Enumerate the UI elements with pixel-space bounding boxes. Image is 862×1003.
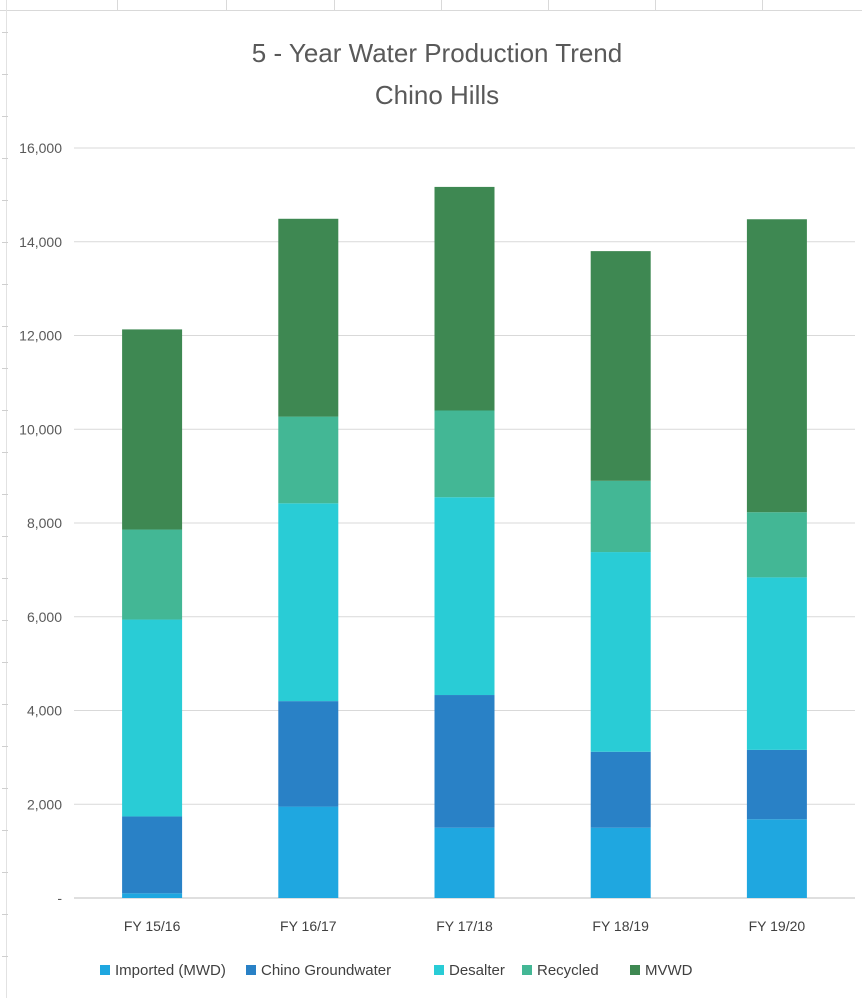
chart-subtitle: Chino Hills xyxy=(375,80,499,110)
spreadsheet-column-divider xyxy=(548,0,549,10)
legend-label: MVWD xyxy=(645,962,693,979)
chart-title: 5 - Year Water Production Trend xyxy=(252,38,622,68)
bar-segment xyxy=(434,827,495,898)
bar-segment xyxy=(434,695,495,828)
legend-swatch xyxy=(630,965,640,975)
bar-segment xyxy=(590,552,651,752)
spreadsheet-row-tick xyxy=(2,326,8,327)
spreadsheet-column-divider xyxy=(441,0,442,10)
spreadsheet-row-tick xyxy=(2,200,8,201)
spreadsheet-row-tick xyxy=(2,788,8,789)
legend-label: Chino Groundwater xyxy=(261,962,391,979)
spreadsheet-row-tick xyxy=(2,368,8,369)
bar-segment xyxy=(746,512,807,578)
spreadsheet-row-tick xyxy=(2,662,8,663)
bar-segment xyxy=(590,251,651,481)
bar-segment xyxy=(278,806,339,898)
spreadsheet-row-tick xyxy=(2,704,8,705)
spreadsheet-left-edge xyxy=(6,0,7,998)
bar-segment xyxy=(746,219,807,513)
spreadsheet-row-tick xyxy=(2,872,8,873)
spreadsheet-row-tick xyxy=(2,746,8,747)
x-tick-label: FY 16/17 xyxy=(280,918,337,934)
bars xyxy=(122,186,807,898)
x-axis-ticks: FY 15/16 FY 16/17 FY 17/18 FY 18/19 FY 19/20 xyxy=(124,918,806,934)
y-tick-label: 4,000 xyxy=(27,703,62,719)
bar-segment xyxy=(122,619,183,817)
x-tick-label: FY 18/19 xyxy=(592,918,649,934)
spreadsheet-row-tick xyxy=(2,578,8,579)
y-tick-label: 10,000 xyxy=(19,421,62,437)
legend-label: Imported (MWD) xyxy=(115,962,226,979)
spreadsheet-column-divider xyxy=(762,0,763,10)
spreadsheet-column-divider xyxy=(655,0,656,10)
legend-swatch xyxy=(522,965,532,975)
bar-segment xyxy=(122,816,183,894)
y-tick-label: - xyxy=(57,890,62,906)
spreadsheet-row-tick xyxy=(2,242,8,243)
legend-label: Recycled xyxy=(537,962,599,979)
legend-label: Desalter xyxy=(449,962,505,979)
spreadsheet-row-tick xyxy=(2,620,8,621)
x-tick-label: FY 19/20 xyxy=(749,918,806,934)
x-tick-label: FY 17/18 xyxy=(436,918,493,934)
bar-segment xyxy=(746,819,807,898)
bar-segment xyxy=(590,751,651,828)
y-axis-ticks: - 2,000 4,000 6,000 8,000 10,000 12,000 14,000 1… xyxy=(19,140,62,906)
x-tick-label: FY 15/16 xyxy=(124,918,181,934)
spreadsheet-row-tick xyxy=(2,158,8,159)
bar-segment xyxy=(434,410,495,498)
spreadsheet-column-divider xyxy=(226,0,227,10)
legend-swatch xyxy=(100,965,110,975)
spreadsheet-column-divider xyxy=(117,0,118,10)
bar-segment xyxy=(278,218,339,417)
spreadsheet-row-tick xyxy=(2,32,8,33)
y-tick-label: 16,000 xyxy=(19,140,62,156)
y-tick-label: 12,000 xyxy=(19,328,62,344)
spreadsheet-header-strip xyxy=(0,0,862,11)
y-tick-label: 6,000 xyxy=(27,609,62,625)
spreadsheet-row-tick xyxy=(2,494,8,495)
spreadsheet-row-tick xyxy=(2,74,8,75)
bar-segment xyxy=(122,329,183,530)
bar-segment xyxy=(122,893,183,898)
bar-segment xyxy=(746,577,807,750)
legend-swatch xyxy=(434,965,444,975)
bar-segment xyxy=(278,701,339,807)
spreadsheet-row-tick xyxy=(2,536,8,537)
y-tick-label: 8,000 xyxy=(27,515,62,531)
spreadsheet-row-tick xyxy=(2,830,8,831)
bar-segment xyxy=(278,503,339,702)
bar-segment xyxy=(122,529,183,620)
bar-segment xyxy=(278,416,339,504)
legend: Imported (MWD) Chino Groundwater Desalter R… xyxy=(100,962,693,979)
bar-segment xyxy=(434,186,495,411)
spreadsheet-column-divider xyxy=(334,0,335,10)
bar-segment xyxy=(746,749,807,820)
legend-swatch xyxy=(246,965,256,975)
bar-segment xyxy=(590,827,651,898)
spreadsheet-row-tick xyxy=(2,284,8,285)
spreadsheet-row-tick xyxy=(2,410,8,411)
y-tick-label: 2,000 xyxy=(27,796,62,812)
spreadsheet-row-tick xyxy=(2,116,8,117)
y-tick-label: 14,000 xyxy=(19,234,62,250)
bar-segment xyxy=(590,480,651,553)
spreadsheet-row-tick xyxy=(2,914,8,915)
spreadsheet-row-tick xyxy=(2,452,8,453)
spreadsheet-row-tick xyxy=(2,956,8,957)
bar-segment xyxy=(434,497,495,696)
